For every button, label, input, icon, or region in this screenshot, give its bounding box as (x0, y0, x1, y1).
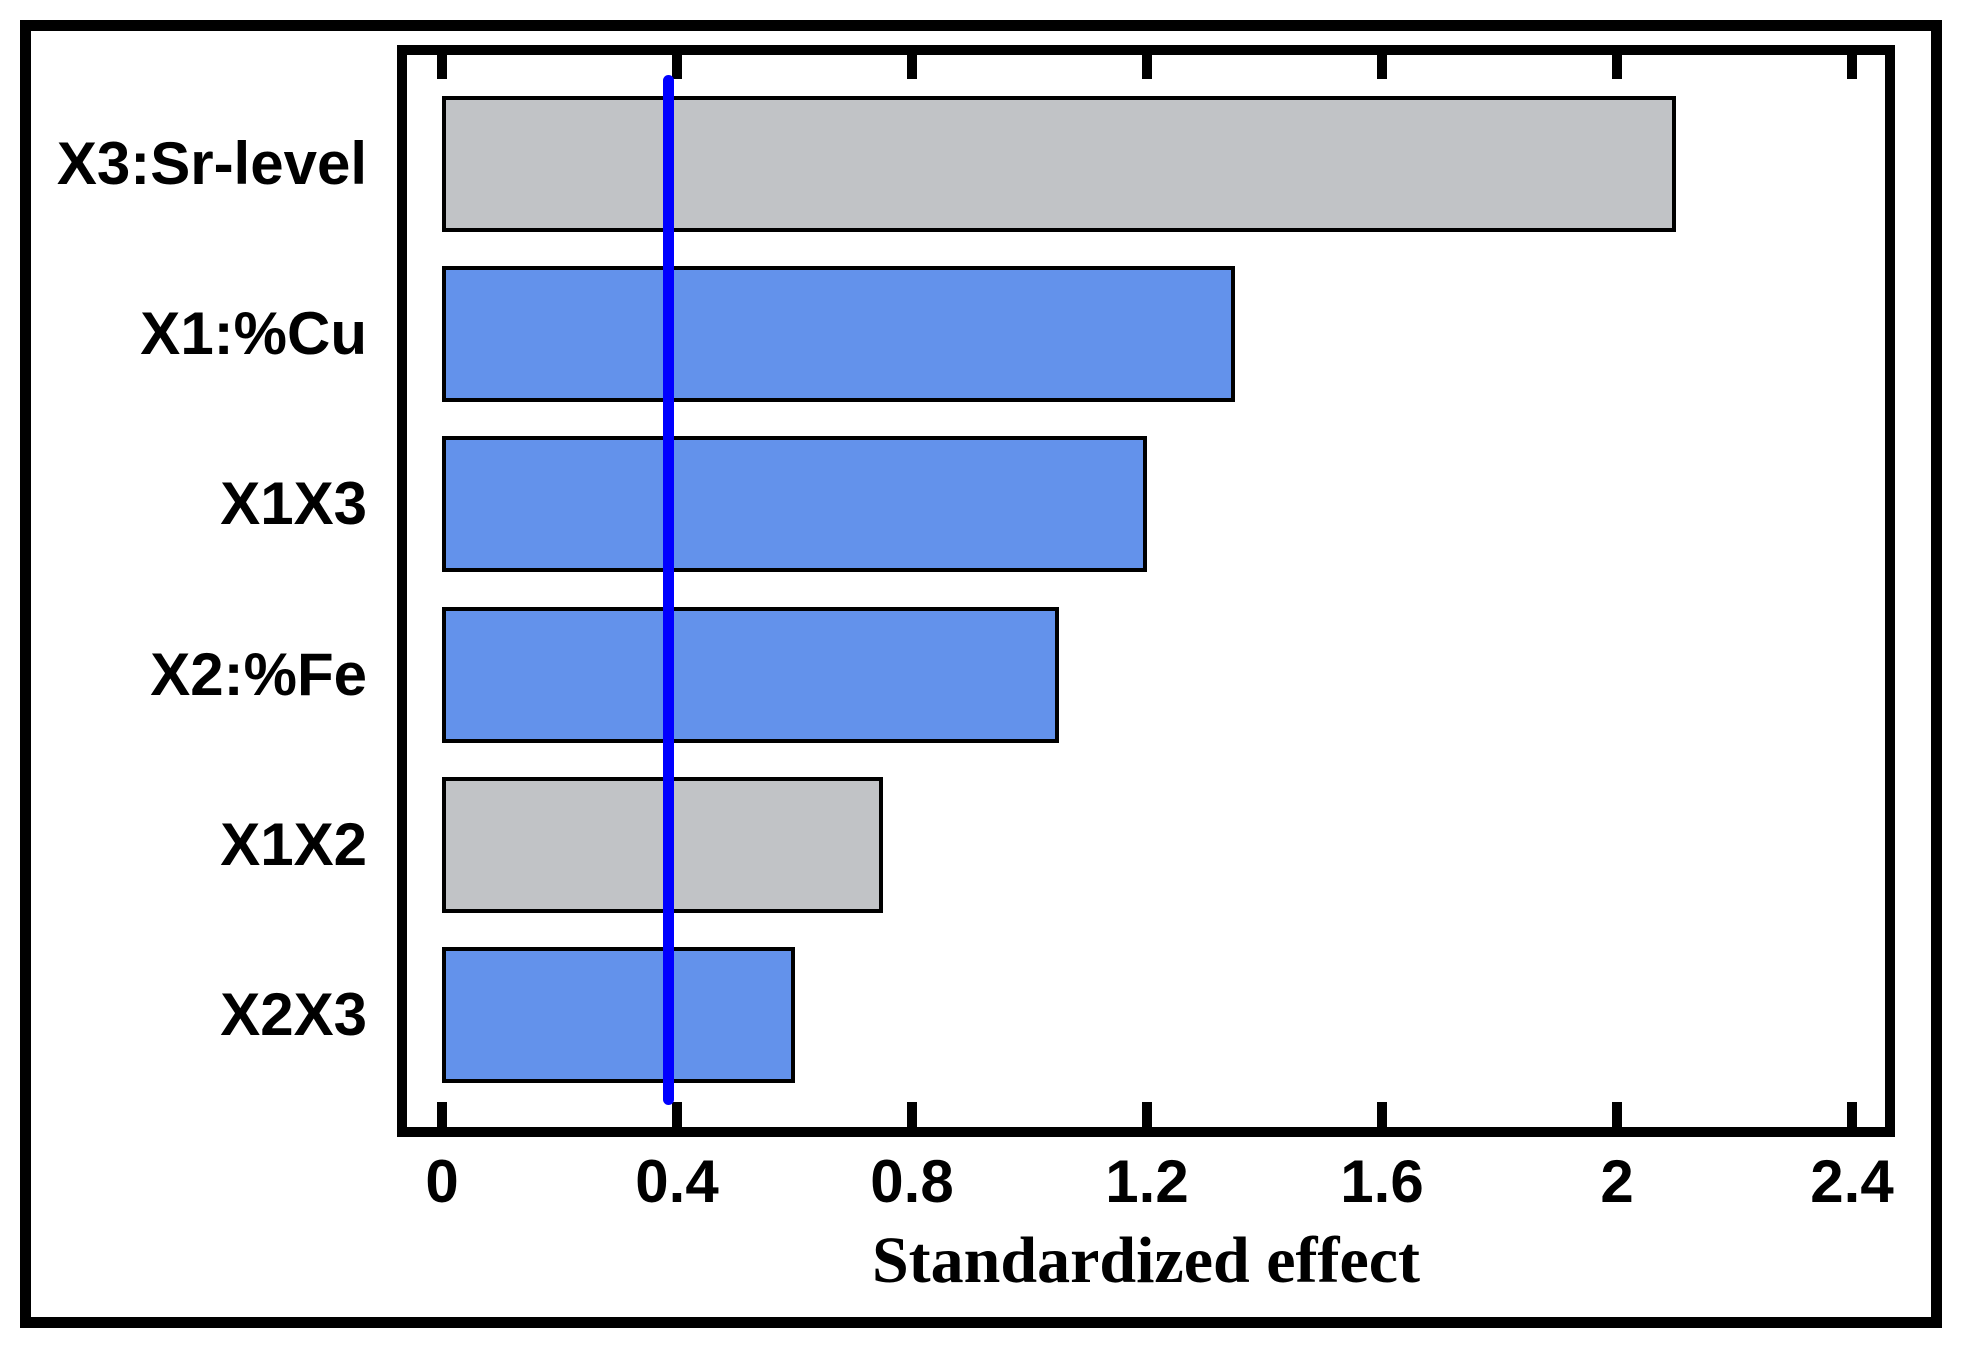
x-tick-top (1847, 55, 1857, 79)
bar-x1x2 (442, 776, 883, 913)
x-tick-top (437, 55, 447, 79)
x-tick-label: 2 (1600, 1148, 1634, 1215)
bar-x2x3 (442, 947, 795, 1083)
x-tick-bottom (672, 1102, 682, 1127)
x-tick-label: 0.4 (635, 1148, 719, 1215)
bar-x1x3 (442, 436, 1147, 573)
x-tick-bottom (1612, 1102, 1622, 1127)
x-tick-bottom (1847, 1102, 1857, 1127)
significance-reference-line (662, 75, 674, 1105)
category-label: X1X3 (220, 470, 367, 538)
outer-frame (20, 20, 1942, 1328)
category-label: X1:%Cu (140, 300, 367, 368)
x-tick-label: 2.4 (1810, 1148, 1894, 1215)
x-tick-label: 1.6 (1340, 1148, 1424, 1215)
x-tick-top (1612, 55, 1622, 79)
x-tick-label: 1.2 (1105, 1148, 1189, 1215)
x-tick-bottom (907, 1102, 917, 1127)
category-label: X1X2 (220, 810, 367, 878)
bar-x3-sr-level (442, 96, 1676, 232)
plot-area (397, 45, 1895, 1137)
bar-x1-cu (442, 266, 1235, 403)
x-tick-top (672, 55, 682, 79)
category-label: X3:Sr-level (56, 130, 367, 197)
x-tick-bottom (437, 1102, 447, 1127)
x-tick-label: 0 (425, 1148, 459, 1215)
x-tick-top (1377, 55, 1387, 79)
x-tick-bottom (1377, 1102, 1387, 1127)
bar-x2-fe (442, 606, 1059, 743)
x-axis-title: Standardized effect (871, 1224, 1421, 1297)
x-tick-top (907, 55, 917, 79)
x-tick-bottom (1142, 1102, 1152, 1127)
x-tick-label: 0.8 (870, 1148, 954, 1215)
category-label: X2:%Fe (150, 640, 367, 708)
x-tick-top (1142, 55, 1152, 79)
category-label: X2X3 (220, 981, 367, 1048)
